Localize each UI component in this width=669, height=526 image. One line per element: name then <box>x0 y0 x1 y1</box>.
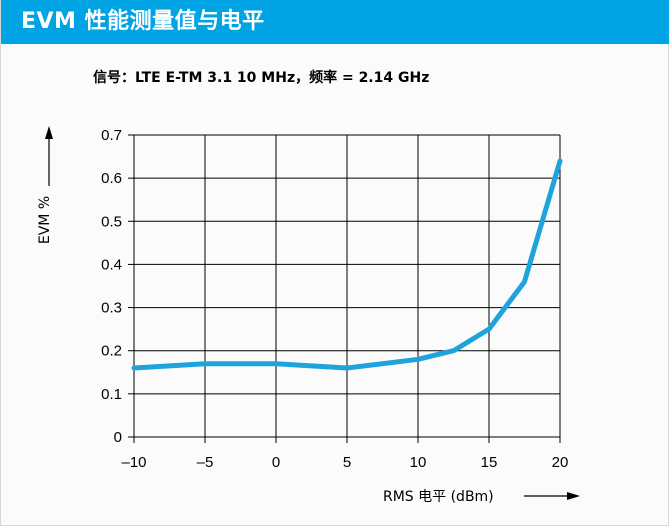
y-tick-label: 0.4 <box>101 256 122 273</box>
y-tick-label: 0.3 <box>101 300 122 317</box>
x-tick-labels: –10 –5 0 5 10 15 20 <box>121 454 568 471</box>
y-tick-label: 0.7 <box>101 127 122 144</box>
x-tick-label: –5 <box>197 454 214 471</box>
x-tick-label: 5 <box>343 454 351 471</box>
chart-subtitle: 信号：LTE E-TM 3.1 10 MHz，频率 = 2.14 GHz <box>93 69 429 86</box>
page-title: EVM 性能测量值与电平 <box>21 9 265 34</box>
x-tick-label: –10 <box>121 454 146 471</box>
y-tick-label: 0.5 <box>101 213 122 230</box>
y-axis-label: EVM % <box>37 196 53 244</box>
x-tick-label: 20 <box>552 454 569 471</box>
header-bar: EVM 性能测量值与电平 <box>1 0 669 44</box>
y-tick-label: 0.6 <box>101 170 122 187</box>
x-axis-arrow-icon <box>567 492 580 500</box>
x-axis-label: RMS 电平 (dBm) <box>383 489 494 505</box>
y-tick-label: 0 <box>114 429 122 446</box>
x-tick-label: 0 <box>272 454 280 471</box>
y-tick-labels: 0 0.1 0.2 0.3 0.4 0.5 0.6 0.7 <box>101 127 122 446</box>
chart-grid <box>128 134 561 443</box>
x-tick-label: 15 <box>481 454 498 471</box>
x-tick-label: 10 <box>410 454 427 471</box>
y-axis-arrow-icon <box>45 126 53 139</box>
y-tick-label: 0.1 <box>101 386 122 403</box>
series-line <box>131 158 563 371</box>
y-tick-label: 0.2 <box>101 343 122 360</box>
